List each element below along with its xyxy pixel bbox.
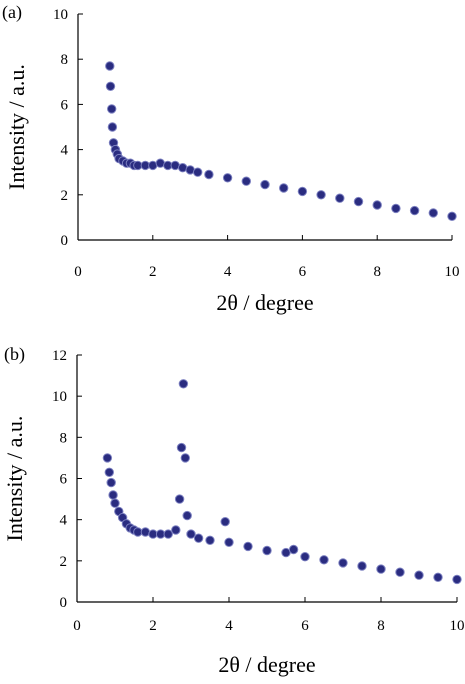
y-tick-label-b-1: 2	[60, 554, 68, 570]
data-point-a-0-3	[107, 122, 118, 132]
data-point-a-0-32	[409, 205, 420, 216]
data-point-a-0-28	[335, 193, 345, 203]
x-tick-label-b-4: 8	[377, 618, 385, 634]
data-point-a-0-30	[372, 200, 382, 210]
data-point-b-0-34	[376, 564, 386, 574]
y-tick-label-a-1: 2	[61, 188, 69, 204]
data-point-b-0-16	[174, 494, 185, 504]
data-point-a-0-34	[447, 211, 457, 222]
data-point-b-0-38	[452, 574, 462, 585]
data-point-b-0-23	[205, 535, 215, 546]
data-point-a-0-25	[279, 183, 289, 193]
data-point-a-0-31	[391, 203, 401, 214]
data-point-b-0-25	[224, 537, 234, 548]
x-tick-label-b-2: 4	[225, 618, 233, 634]
x-tick-label-a-1: 2	[149, 264, 157, 280]
y-axis-label-b: Intensity / a.u.	[2, 416, 27, 542]
x-tick-label-a-3: 6	[299, 264, 307, 280]
data-point-a-0-24	[260, 179, 270, 190]
data-point-a-0-22	[222, 173, 233, 183]
data-point-b-0-19	[180, 453, 191, 463]
data-point-b-0-37	[433, 572, 443, 583]
x-tick-label-b-3: 6	[301, 618, 309, 634]
data-point-b-0-1	[104, 467, 115, 478]
chart-panel-b: (b) 0 2 4 6 8 10 12 0 2 4 6 8 10 2θ / degree Intensity …	[0, 342, 465, 684]
x-tick-label-b-1: 2	[149, 618, 157, 634]
y-tick-label-a-0: 0	[61, 233, 69, 249]
data-point-a-0-26	[297, 186, 308, 197]
panel-label-b: (b)	[4, 344, 25, 365]
data-point-b-0-14	[163, 529, 173, 539]
data-point-b-0-31	[319, 555, 329, 565]
x-tick-label-b-5: 10	[450, 618, 465, 634]
y-tick-label-a-4: 8	[61, 52, 69, 68]
data-point-a-0-23	[241, 176, 252, 186]
data-point-a-0-1	[105, 81, 116, 92]
data-point-b-0-17	[176, 442, 187, 453]
data-point-b-0-0	[102, 453, 113, 463]
x-axis-label-b: 2θ / degree	[218, 652, 315, 677]
chart-a: (a) 0 2 4 6 8 10 0 2 4 6 8 10 2θ / degree Intensity / …	[2, 2, 460, 315]
x-axis-label-a: 2θ / degree	[216, 290, 313, 315]
data-point-b-0-24	[220, 517, 230, 527]
y-axis-label-a: Intensity / a.u.	[4, 64, 29, 190]
data-point-b-0-20	[182, 510, 192, 521]
y-tick-label-a-3: 6	[61, 97, 69, 113]
x-tick-label-a-5: 10	[445, 264, 460, 280]
data-point-a-0-21	[204, 169, 214, 180]
data-point-b-0-2	[106, 477, 116, 488]
data-point-b-0-36	[414, 570, 424, 580]
y-tick-label-b-0: 0	[60, 595, 68, 611]
data-point-b-0-15	[171, 525, 181, 535]
y-tick-label-b-3: 6	[60, 472, 68, 488]
data-point-b-0-29	[288, 544, 299, 555]
chart-b: (b) 0 2 4 6 8 10 12 0 2 4 6 8 10 2θ / degree Intensity …	[2, 344, 465, 677]
data-point-b-0-27	[262, 545, 272, 556]
y-tick-label-b-4: 8	[60, 430, 68, 446]
x-tick-label-a-4: 8	[373, 264, 381, 280]
data-point-a-0-27	[316, 190, 326, 200]
data-point-b-0-18	[178, 379, 189, 389]
x-tick-label-b-0: 0	[73, 618, 81, 634]
data-point-b-0-30	[300, 552, 310, 562]
data-point-a-0-0	[105, 61, 115, 71]
data-point-b-0-33	[357, 561, 367, 571]
data-point-b-0-26	[243, 541, 253, 552]
data-point-b-0-22	[193, 533, 204, 543]
y-tick-label-a-2: 4	[61, 143, 69, 159]
data-point-b-0-32	[338, 558, 348, 568]
y-tick-label-b-2: 4	[60, 513, 68, 529]
data-point-a-0-2	[107, 104, 117, 114]
x-tick-label-a-0: 0	[74, 264, 82, 280]
data-point-b-0-21	[186, 529, 196, 539]
y-tick-label-a-5: 10	[53, 7, 68, 23]
y-tick-label-b-5: 10	[52, 389, 67, 405]
chart-panel-a: (a) 0 2 4 6 8 10 0 2 4 6 8 10 2θ / degree Intensity / …	[0, 0, 465, 332]
data-point-b-0-3	[108, 490, 118, 500]
data-point-b-0-4	[110, 498, 120, 508]
data-point-b-0-11	[140, 527, 151, 537]
data-point-a-0-29	[353, 196, 364, 207]
x-tick-label-a-2: 4	[224, 264, 232, 280]
data-point-b-0-35	[395, 567, 405, 577]
y-tick-label-b-6: 12	[52, 348, 67, 364]
data-point-a-0-33	[428, 208, 438, 218]
data-point-a-0-20	[193, 167, 203, 177]
panel-label-a: (a)	[2, 2, 22, 23]
